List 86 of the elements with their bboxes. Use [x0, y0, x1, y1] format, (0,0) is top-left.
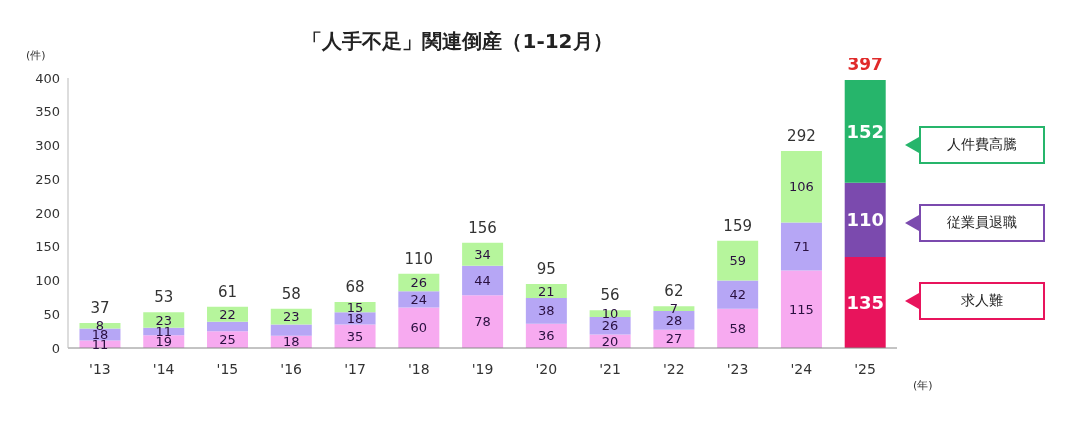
data-label: 35 — [346, 328, 364, 344]
x-tick-label: '14 — [152, 360, 175, 377]
chart-title: 「人手不足」関連倒産（1-12月） — [302, 29, 613, 53]
data-label: 27 — [665, 331, 683, 347]
bar — [398, 291, 440, 308]
bar — [844, 80, 886, 183]
data-label: 20 — [601, 333, 619, 349]
x-tick-label: '16 — [280, 360, 303, 377]
bar — [207, 321, 249, 332]
x-tick-label: '13 — [89, 360, 111, 377]
total-label: 56 — [600, 286, 620, 305]
data-label: 59 — [729, 253, 746, 269]
data-label: 18 — [283, 334, 300, 350]
data-label: 23 — [155, 312, 173, 328]
data-label: 25 — [219, 332, 236, 348]
total-label: 292 — [787, 126, 816, 145]
total-label: 156 — [468, 218, 497, 237]
total-label: 110 — [404, 249, 434, 268]
bar — [398, 307, 440, 348]
bar — [270, 324, 312, 336]
bar — [462, 242, 504, 266]
total-label: 53 — [154, 288, 174, 307]
x-tick-label: '23 — [726, 360, 749, 377]
total-label: 397 — [847, 54, 883, 75]
data-label: 106 — [789, 179, 814, 195]
data-label: 26 — [410, 275, 428, 291]
total-label: 62 — [664, 282, 684, 301]
data-label: 36 — [538, 328, 555, 344]
x-tick-label: '21 — [599, 360, 621, 377]
bar — [844, 182, 886, 257]
data-label: 44 — [474, 273, 491, 289]
x-tick-label: '25 — [854, 360, 876, 377]
data-label: 42 — [729, 287, 746, 303]
total-label: 61 — [217, 282, 238, 301]
data-label: 21 — [538, 283, 555, 299]
total-label: 95 — [536, 259, 556, 278]
data-label: 110 — [846, 209, 884, 231]
data-label: 34 — [474, 246, 491, 262]
y-tick-label: 150 — [35, 239, 60, 255]
bar — [462, 295, 504, 348]
y-tick-label: 400 — [35, 70, 60, 86]
legend-label: 人件費高騰 — [919, 126, 1045, 164]
x-tick-label: '22 — [662, 360, 685, 377]
x-tick-label: '24 — [790, 360, 813, 377]
data-label: 71 — [793, 238, 810, 254]
bar — [717, 308, 759, 348]
data-label: 78 — [474, 314, 491, 330]
bar — [780, 150, 822, 223]
data-label: 60 — [410, 320, 428, 336]
total-label: 159 — [723, 216, 752, 235]
data-label: 58 — [729, 320, 746, 336]
y-tick-label: 250 — [35, 171, 60, 187]
x-tick-label: '18 — [407, 360, 430, 377]
x-tick-label: '20 — [535, 360, 558, 377]
data-label: 22 — [219, 306, 236, 322]
bar — [717, 240, 759, 281]
x-tick-label: '19 — [471, 360, 494, 377]
total-label: 37 — [90, 299, 110, 318]
text: 求人難 — [919, 282, 1045, 320]
x-axis-title: (年) — [913, 378, 933, 393]
legend-label: 従業員退職 — [919, 204, 1045, 242]
y-tick-label: 50 — [43, 306, 60, 322]
data-label: 23 — [283, 309, 300, 325]
bar — [780, 270, 822, 348]
y-tick-label: 100 — [35, 273, 60, 289]
x-tick-label: '17 — [344, 360, 366, 377]
y-tick-label: 200 — [35, 205, 60, 221]
y-tick-label: 300 — [35, 138, 60, 154]
data-label: 135 — [846, 291, 884, 313]
y-axis-title: (件) — [26, 48, 46, 63]
data-label: 15 — [346, 299, 364, 315]
bar — [462, 265, 504, 296]
y-tick-label: 350 — [35, 104, 60, 120]
data-label: 24 — [410, 291, 428, 307]
bar — [653, 306, 695, 311]
x-tick-label: '15 — [216, 360, 239, 377]
y-tick-label: 0 — [51, 340, 60, 356]
total-label: 58 — [281, 284, 301, 303]
total-label: 68 — [345, 278, 365, 297]
data-label: 38 — [538, 303, 555, 319]
bar — [780, 222, 822, 271]
bar — [525, 298, 567, 324]
bar — [844, 256, 886, 348]
bar — [717, 280, 759, 309]
data-label: 115 — [789, 301, 814, 317]
data-label: 152 — [846, 120, 884, 142]
